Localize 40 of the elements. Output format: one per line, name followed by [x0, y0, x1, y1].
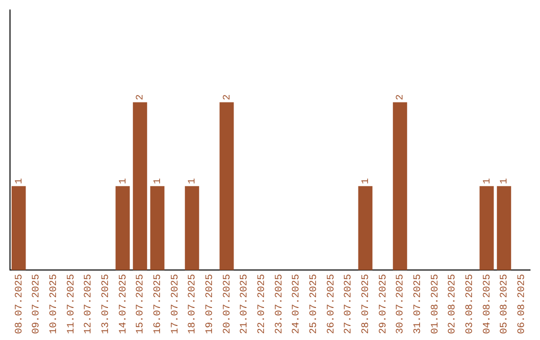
data-label: 2: [222, 94, 234, 100]
x-tick-label: 26.07.2025: [326, 274, 338, 334]
data-label: 1: [500, 178, 511, 184]
x-tick-label: 24.07.2025: [292, 274, 303, 334]
x-tick-label: 16.07.2025: [152, 274, 164, 334]
data-label: 1: [188, 178, 199, 184]
x-tick-label: 05.08.2025: [500, 274, 511, 334]
x-tick-label: 08.07.2025: [14, 274, 26, 334]
x-tick-label: 02.08.2025: [448, 274, 459, 334]
data-label: 2: [136, 94, 147, 100]
x-tick-label: 20.07.2025: [222, 274, 234, 334]
x-tick-label: 15.07.2025: [136, 274, 147, 334]
x-tick-label: 23.07.2025: [274, 274, 286, 334]
x-tick-label: 18.07.2025: [188, 274, 199, 334]
x-tick-label: 27.07.2025: [344, 274, 355, 334]
x-tick-label: 25.07.2025: [308, 274, 320, 334]
x-tick-label: 14.07.2025: [118, 274, 130, 334]
x-tick-label: 04.08.2025: [482, 274, 494, 334]
x-tick-label: 19.07.2025: [204, 274, 216, 334]
data-label: 1: [152, 178, 164, 184]
data-label: 2: [396, 94, 407, 100]
data-label: 1: [360, 178, 372, 184]
x-tick-label: 31.07.2025: [412, 274, 424, 334]
x-tick-label: 01.08.2025: [430, 274, 442, 334]
x-tick-label: 03.08.2025: [464, 274, 476, 334]
x-tick-label: 30.07.2025: [396, 274, 407, 334]
x-tick-label: 17.07.2025: [170, 274, 182, 334]
data-label: 1: [118, 178, 130, 184]
x-tick-label: 28.07.2025: [360, 274, 372, 334]
data-label: 1: [14, 178, 26, 184]
x-tick-label: 29.07.2025: [378, 274, 390, 334]
x-tick-label: 09.07.2025: [32, 274, 43, 334]
x-tick-label: 22.07.2025: [256, 274, 268, 334]
x-tick-label: 12.07.2025: [84, 274, 95, 334]
x-tick-label: 13.07.2025: [100, 274, 112, 334]
x-tick-label: 06.08.2025: [516, 274, 528, 334]
x-tick-label: 21.07.2025: [240, 274, 251, 334]
x-tick-label: 10.07.2025: [48, 274, 60, 334]
data-label: 1: [482, 178, 494, 184]
x-tick-label: 11.07.2025: [66, 274, 78, 334]
